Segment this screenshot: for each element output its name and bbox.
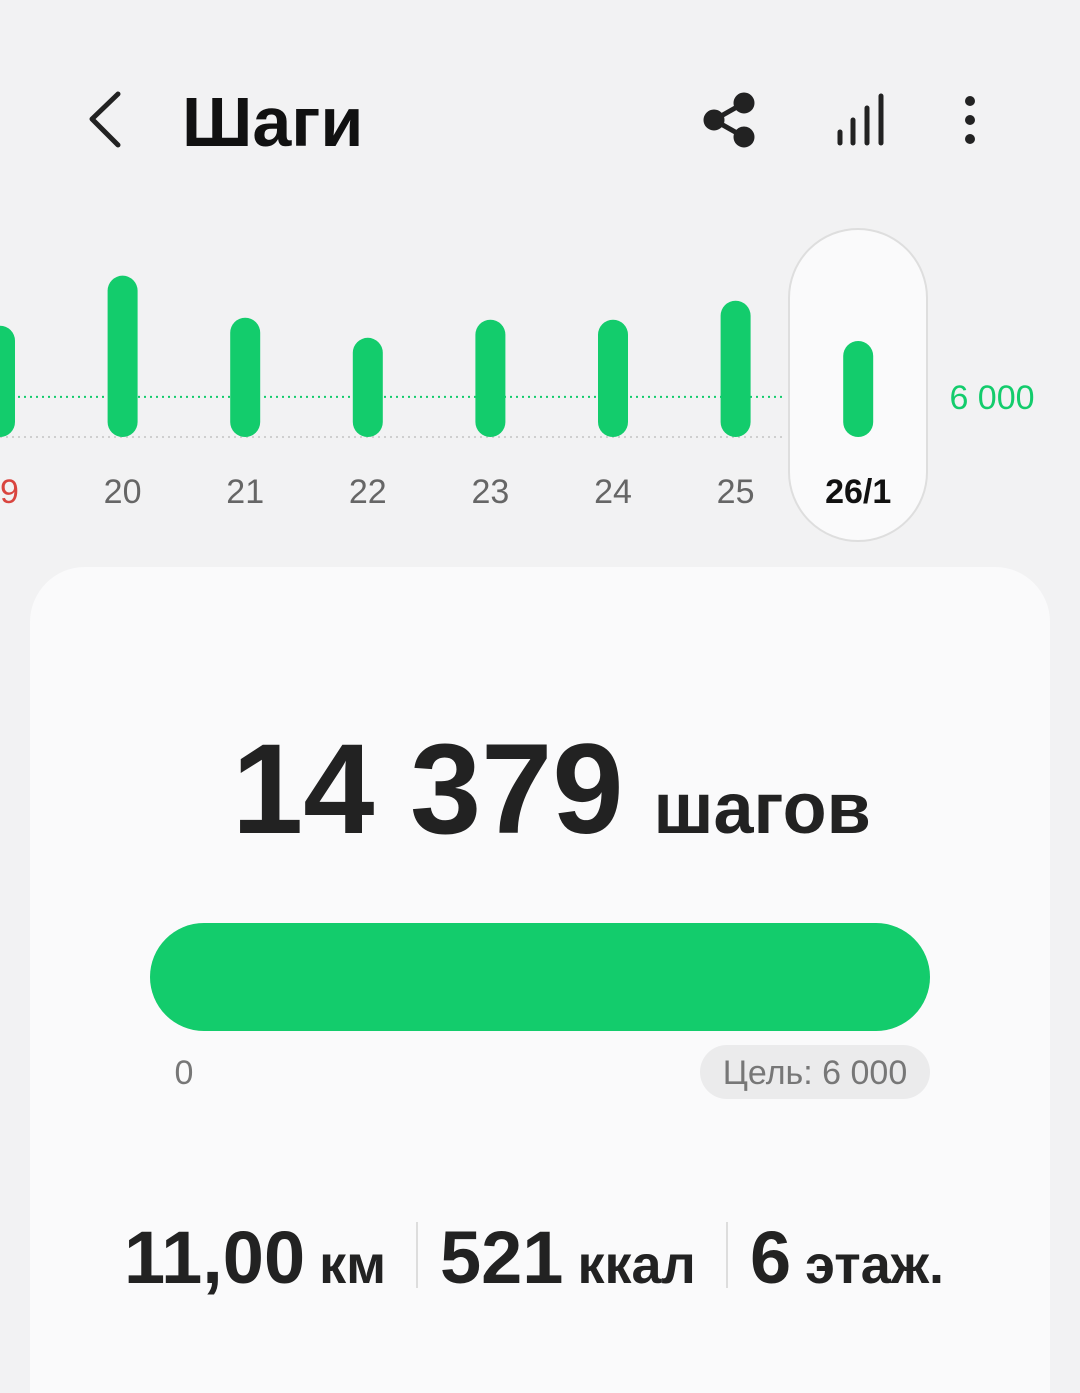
page-title: Шаги	[182, 83, 363, 161]
bar	[598, 319, 628, 437]
bar	[0, 325, 15, 437]
bar	[475, 319, 506, 437]
day-label: 24	[594, 473, 632, 511]
steps-total: 14 379 шагов	[232, 718, 871, 861]
back-button[interactable]	[89, 91, 121, 148]
chart-type-button[interactable]	[837, 93, 884, 146]
bar	[843, 340, 874, 437]
progress-fill	[150, 923, 930, 1031]
goal-pill	[700, 1045, 930, 1099]
progress	[150, 923, 930, 1031]
goal-tick-label: 6 000	[949, 379, 1034, 417]
day-label: 20	[104, 473, 142, 511]
stat-value: 11,00	[124, 1216, 305, 1299]
bar	[352, 337, 383, 437]
day-label: 19	[0, 473, 19, 511]
stat-value: 521	[440, 1216, 563, 1299]
stat-unit: этаж.	[805, 1235, 944, 1295]
stat-distance: 11,00 км	[124, 1216, 386, 1299]
day-label: 25	[717, 473, 755, 511]
stat-floors: 6 этаж.	[750, 1216, 944, 1299]
stat-value: 6	[750, 1216, 791, 1299]
stat-unit: км	[319, 1235, 386, 1295]
day-label: 22	[349, 473, 387, 511]
bar	[720, 300, 751, 437]
stat-unit: ккал	[577, 1235, 695, 1295]
goal-label: Цель: 6 000	[723, 1054, 907, 1092]
share-button[interactable]	[703, 92, 755, 148]
daily-chart: 6 000 19 20 21 22 23 24 25 26/1	[0, 275, 1035, 511]
stat-calories: 521 ккал	[440, 1216, 696, 1299]
bar	[107, 275, 138, 437]
bar	[230, 317, 261, 437]
steps-unit: шагов	[654, 769, 871, 849]
day-label: 23	[471, 473, 509, 511]
progress-start: 0	[175, 1054, 194, 1092]
more-button[interactable]	[965, 96, 975, 144]
day-label: 21	[226, 473, 264, 511]
steps-value: 14 379	[232, 718, 624, 861]
day-label: 26/1	[825, 473, 891, 511]
